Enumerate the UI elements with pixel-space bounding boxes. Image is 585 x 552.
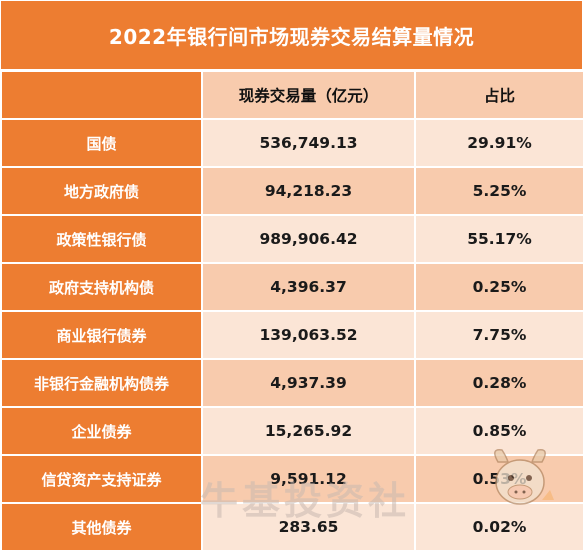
share-cell: 29.91% bbox=[414, 118, 585, 168]
table-row: 政策性银行债 989,906.42 55.17% bbox=[0, 214, 585, 264]
header-share: 占比 bbox=[414, 70, 585, 120]
share-cell: 0.28% bbox=[414, 358, 585, 408]
row-label: 政府支持机构债 bbox=[0, 262, 203, 312]
row-label: 信贷资产支持证券 bbox=[0, 454, 203, 504]
table-row: 地方政府债 94,218.23 5.25% bbox=[0, 166, 585, 216]
volume-cell: 139,063.52 bbox=[201, 310, 416, 360]
volume-cell: 4,937.39 bbox=[201, 358, 416, 408]
table-row: 国债 536,749.13 29.91% bbox=[0, 118, 585, 168]
volume-cell: 15,265.92 bbox=[201, 406, 416, 456]
volume-cell: 4,396.37 bbox=[201, 262, 416, 312]
share-cell: 0.53% bbox=[414, 454, 585, 504]
row-label: 国债 bbox=[0, 118, 203, 168]
row-label: 商业银行债券 bbox=[0, 310, 203, 360]
volume-cell: 94,218.23 bbox=[201, 166, 416, 216]
row-label: 政策性银行债 bbox=[0, 214, 203, 264]
table-row: 其他债券 283.65 0.02% bbox=[0, 502, 585, 552]
table-row: 信贷资产支持证券 9,591.12 0.53% bbox=[0, 454, 585, 504]
table-row: 政府支持机构债 4,396.37 0.25% bbox=[0, 262, 585, 312]
share-cell: 55.17% bbox=[414, 214, 585, 264]
header-row: 现券交易量（亿元） 占比 bbox=[0, 70, 585, 120]
volume-cell: 536,749.13 bbox=[201, 118, 416, 168]
share-cell: 7.75% bbox=[414, 310, 585, 360]
share-cell: 0.85% bbox=[414, 406, 585, 456]
table-row: 商业银行债券 139,063.52 7.75% bbox=[0, 310, 585, 360]
share-cell: 0.02% bbox=[414, 502, 585, 552]
row-label: 非银行金融机构债券 bbox=[0, 358, 203, 408]
share-cell: 5.25% bbox=[414, 166, 585, 216]
row-label: 其他债券 bbox=[0, 502, 203, 552]
table-title: 2022年银行间市场现券交易结算量情况 bbox=[0, 0, 583, 70]
header-volume: 现券交易量（亿元） bbox=[201, 70, 416, 120]
row-label: 地方政府债 bbox=[0, 166, 203, 216]
volume-cell: 989,906.42 bbox=[201, 214, 416, 264]
table-row: 非银行金融机构债券 4,937.39 0.28% bbox=[0, 358, 585, 408]
row-label: 企业债券 bbox=[0, 406, 203, 456]
settlement-table: 现券交易量（亿元） 占比 国债 536,749.13 29.91% 地方政府债 … bbox=[0, 70, 585, 552]
share-cell: 0.25% bbox=[414, 262, 585, 312]
volume-cell: 283.65 bbox=[201, 502, 416, 552]
table-row: 企业债券 15,265.92 0.85% bbox=[0, 406, 585, 456]
volume-cell: 9,591.12 bbox=[201, 454, 416, 504]
header-corner-cell bbox=[0, 70, 203, 120]
